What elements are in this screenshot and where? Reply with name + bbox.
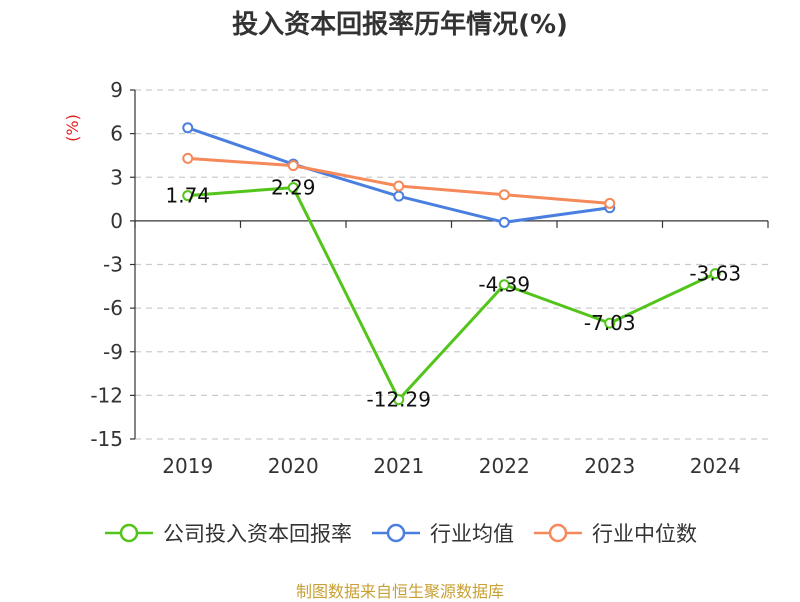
- x-tick-label: 2021: [373, 454, 424, 478]
- legend-item-company[interactable]: 公司投入资本回报率: [103, 518, 352, 548]
- axes: 9 6 3 0 -3 -6 -9 -12 -15 2019 2020 2021 2022 2023 2024: [90, 78, 769, 478]
- data-point: [182, 190, 194, 202]
- data-labels: 1.74 2.29 -12.29 -4.39 -7.03 -3.63: [165, 176, 741, 412]
- series-lines: [182, 122, 721, 406]
- data-label: -3.63: [689, 262, 741, 286]
- series-line: [187, 186, 716, 402]
- data-point: [287, 160, 299, 172]
- data-point: [182, 122, 194, 134]
- data-point: [498, 189, 510, 201]
- legend-item-industry-mean[interactable]: 行业均值: [370, 518, 514, 548]
- data-point: [393, 180, 405, 192]
- x-tick-label: 2020: [268, 454, 319, 478]
- y-tick-label: 9: [110, 78, 123, 102]
- y-tick-label: 6: [110, 122, 123, 146]
- series-0: [182, 182, 721, 406]
- data-label: -7.03: [584, 311, 636, 335]
- data-point: [604, 197, 616, 209]
- y-tick-label: -15: [90, 427, 123, 451]
- chart-title: 投入资本回报率历年情况(%): [232, 10, 568, 40]
- x-tick-label: 2023: [584, 454, 635, 478]
- y-tick-label: -12: [90, 383, 123, 407]
- data-point: [498, 216, 510, 228]
- data-point: [393, 394, 405, 406]
- y-tick-label: 0: [110, 209, 123, 233]
- series-line: [187, 126, 610, 224]
- data-point: [182, 152, 194, 164]
- legend-marker-industry-median: [534, 523, 582, 543]
- legend-item-industry-median[interactable]: 行业中位数: [532, 518, 697, 548]
- data-label: -12.29: [367, 388, 431, 412]
- y-tick-label: -3: [103, 253, 123, 277]
- legend-marker-company: [105, 523, 153, 543]
- y-axis-label: (%): [63, 114, 82, 142]
- y-tick-label: 3: [110, 165, 123, 189]
- data-label: 1.74: [165, 184, 210, 208]
- x-tick-label: 2022: [479, 454, 530, 478]
- data-point: [604, 317, 616, 329]
- data-label: 2.29: [271, 176, 316, 200]
- y-tick-label: -6: [103, 296, 123, 320]
- legend-label-industry-mean: 行业均值: [430, 522, 514, 546]
- y-tick-label: -9: [103, 340, 123, 364]
- x-tick-label: 2024: [690, 454, 741, 478]
- source-note: 制图数据来自恒生聚源数据库: [295, 582, 504, 601]
- data-point: [498, 279, 510, 291]
- data-label: -4.39: [478, 273, 530, 297]
- legend-marker-industry-mean: [372, 523, 420, 543]
- data-point: [393, 190, 405, 202]
- legend: 公司投入资本回报率 行业均值 行业中位数: [0, 518, 800, 548]
- series-2: [182, 152, 616, 209]
- legend-label-industry-median: 行业中位数: [592, 522, 697, 546]
- x-tick-label: 2019: [162, 454, 213, 478]
- legend-label-company: 公司投入资本回报率: [163, 522, 352, 546]
- data-point: [287, 182, 299, 194]
- data-point: [709, 268, 721, 280]
- series-1: [182, 122, 616, 228]
